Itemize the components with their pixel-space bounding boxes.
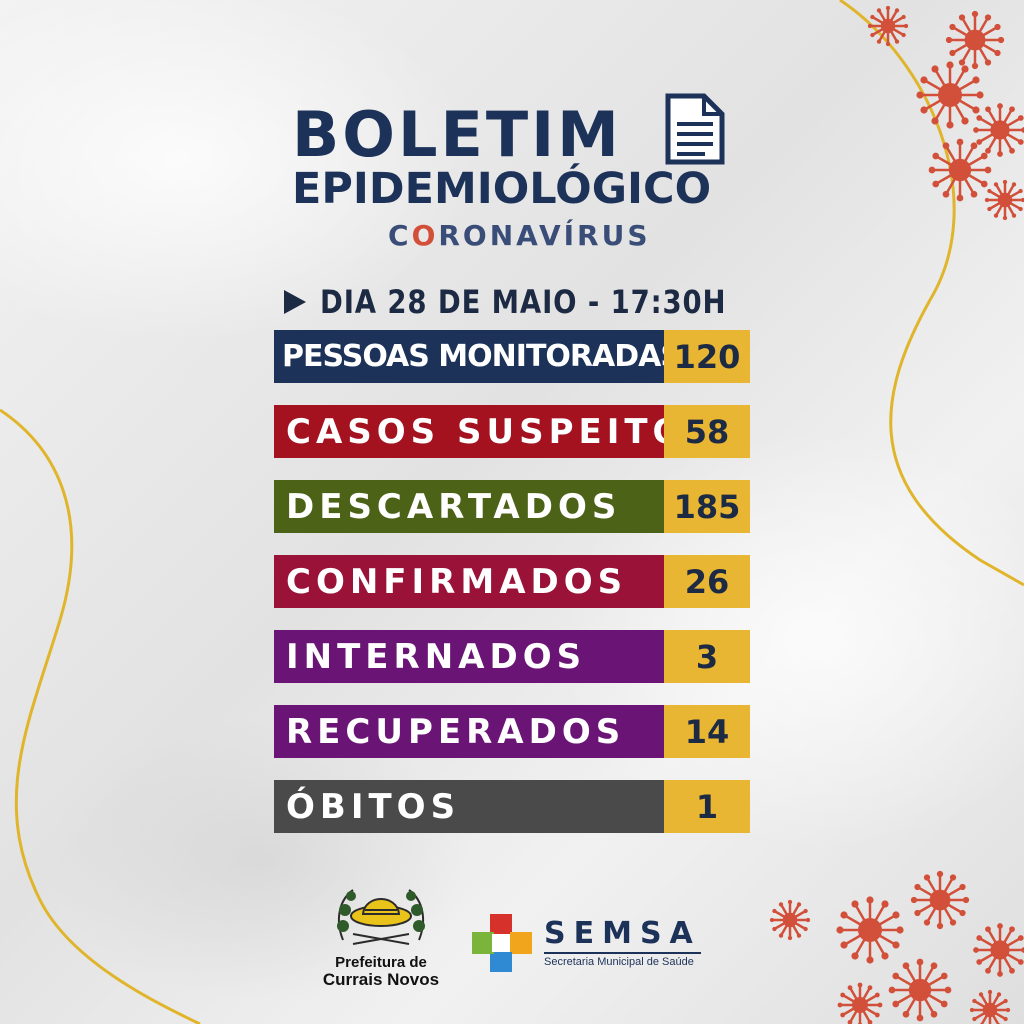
- stat-row-descartados: DESCARTADOS 185: [274, 480, 750, 533]
- stat-row-internados: INTERNADOS 3: [274, 630, 750, 683]
- semsa-logo: SEMSA Secretaria Municipal de Saúde: [470, 912, 701, 974]
- gold-curve-right: [839, 0, 1024, 587]
- title-epidemiologico: EPIDEMIOLÓGICO: [292, 164, 712, 214]
- virus-particle-icon: [969, 989, 1011, 1024]
- stat-value: 120: [664, 330, 750, 383]
- play-arrow-icon: [284, 290, 306, 314]
- stat-row-suspeitos: CASOS SUSPEITOS 58: [274, 405, 750, 458]
- virus-particle-icon: [837, 982, 883, 1024]
- virus-particle-icon: [836, 896, 904, 964]
- virus-particle-icon: [945, 10, 1005, 70]
- semsa-name: SEMSA: [544, 915, 701, 951]
- stat-label: PESSOAS MONITORADAS: [274, 330, 664, 383]
- date-text: DIA 28 DE MAIO - 17:30H: [320, 283, 727, 321]
- virus-particle-icon: [769, 899, 811, 941]
- virus-particle-icon: [916, 61, 984, 129]
- stat-label: DESCARTADOS: [274, 480, 664, 533]
- stat-value: 3: [664, 630, 750, 683]
- virus-particle-icon: [867, 5, 909, 47]
- semsa-cross-icon: [472, 914, 532, 972]
- prefeitura-line2: Currais Novos: [322, 969, 440, 989]
- stat-row-recuperados: RECUPERADOS 14: [274, 705, 750, 758]
- stat-value: 26: [664, 555, 750, 608]
- semsa-subtitle: Secretaria Municipal de Saúde: [544, 951, 701, 968]
- subtitle-prefix: C: [388, 219, 412, 252]
- subtitle-coronavirus: CORONAVÍRUS: [388, 222, 651, 250]
- date-row: DIA 28 DE MAIO - 17:30H: [284, 282, 793, 322]
- stat-label: INTERNADOS: [274, 630, 664, 683]
- stat-label: ÓBITOS: [274, 780, 664, 833]
- prefeitura-emblem-icon: [337, 889, 425, 945]
- stat-row-monitoradas: PESSOAS MONITORADAS 120: [274, 330, 750, 383]
- stat-value: 58: [664, 405, 750, 458]
- stat-label: RECUPERADOS: [274, 705, 664, 758]
- virus-particle-icon: [973, 103, 1024, 157]
- stat-row-confirmados: CONFIRMADOS 26: [274, 555, 750, 608]
- subtitle-suffix: RONAVÍRUS: [438, 219, 651, 252]
- document-icon: [665, 93, 725, 165]
- stat-row-obitos: ÓBITOS 1: [274, 780, 750, 833]
- stat-value: 185: [664, 480, 750, 533]
- virus-particle-icon: [973, 923, 1024, 977]
- stat-value: 14: [664, 705, 750, 758]
- gold-curve-left: [0, 408, 201, 1024]
- title-boletim: BOLETIM: [292, 98, 622, 171]
- stat-value: 1: [664, 780, 750, 833]
- stat-label: CASOS SUSPEITOS: [274, 405, 664, 458]
- virus-particle-icon: [984, 179, 1024, 221]
- virus-particle-icon: [888, 958, 952, 1022]
- prefeitura-logo: Prefeitura de Currais Novos: [316, 880, 446, 989]
- virus-o-letter: O: [411, 219, 439, 252]
- virus-particle-icon: [910, 870, 970, 930]
- stat-label: CONFIRMADOS: [274, 555, 664, 608]
- prefeitura-line1: Prefeitura de: [335, 954, 427, 971]
- virus-particle-icon: [928, 138, 992, 202]
